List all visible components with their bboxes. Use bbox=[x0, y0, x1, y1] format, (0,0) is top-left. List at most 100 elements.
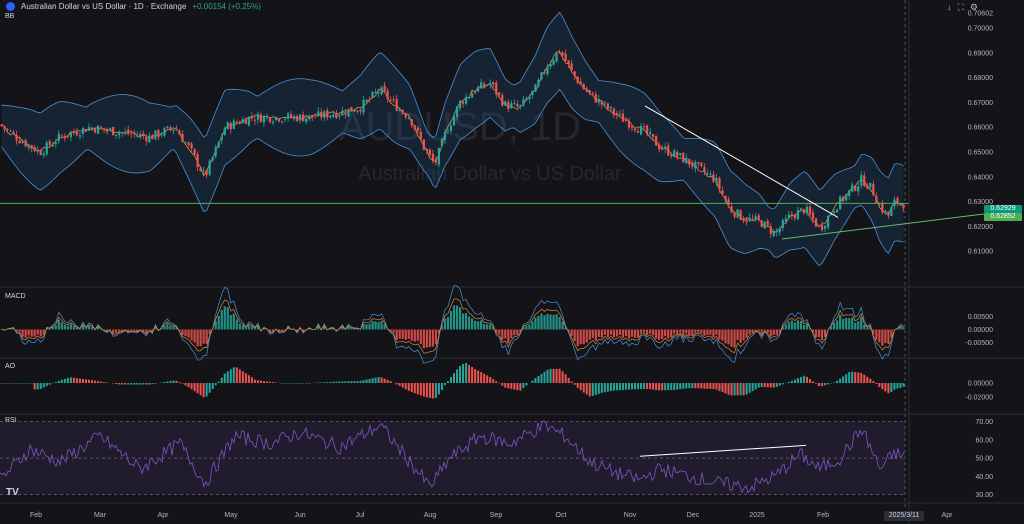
candle-body[interactable] bbox=[504, 101, 507, 106]
candle-body[interactable] bbox=[332, 114, 335, 118]
candle-body[interactable] bbox=[667, 145, 670, 156]
candle-body[interactable] bbox=[727, 199, 730, 206]
candle-body[interactable] bbox=[45, 142, 48, 155]
candle-body[interactable] bbox=[338, 115, 341, 117]
candle-body[interactable] bbox=[700, 162, 703, 167]
candle-body[interactable] bbox=[817, 225, 821, 227]
candle-body[interactable] bbox=[498, 92, 501, 95]
candle-body[interactable] bbox=[42, 153, 45, 156]
candle-body[interactable] bbox=[419, 132, 422, 140]
candle-body[interactable] bbox=[356, 110, 359, 112]
candle-body[interactable] bbox=[425, 148, 428, 151]
candle-body[interactable] bbox=[522, 99, 525, 106]
candle-body[interactable] bbox=[826, 215, 830, 228]
trendline[interactable] bbox=[781, 209, 1021, 240]
candle-body[interactable] bbox=[612, 108, 615, 115]
candle-body[interactable] bbox=[344, 112, 347, 115]
candle-body[interactable] bbox=[597, 99, 600, 103]
rsi-trendline[interactable] bbox=[639, 444, 807, 457]
candle-body[interactable] bbox=[27, 144, 30, 148]
bb-indicator-title[interactable]: BB bbox=[5, 13, 15, 20]
candle-body[interactable] bbox=[154, 130, 157, 140]
candle-body[interactable] bbox=[685, 157, 688, 164]
candle-body[interactable] bbox=[341, 110, 344, 116]
candle-body[interactable] bbox=[567, 60, 570, 65]
candle-body[interactable] bbox=[751, 218, 754, 220]
candle-body[interactable] bbox=[718, 177, 721, 190]
candle-body[interactable] bbox=[84, 129, 88, 132]
candle-body[interactable] bbox=[887, 211, 890, 216]
candle-body[interactable] bbox=[516, 104, 519, 107]
candle-body[interactable] bbox=[591, 92, 594, 94]
candle-body[interactable] bbox=[446, 132, 450, 134]
candle-body[interactable] bbox=[241, 119, 244, 124]
candle-body[interactable] bbox=[458, 100, 462, 109]
candle-body[interactable] bbox=[799, 208, 803, 210]
candle-body[interactable] bbox=[603, 102, 606, 104]
candle-body[interactable] bbox=[854, 185, 857, 191]
candle-body[interactable] bbox=[335, 112, 338, 118]
candle-body[interactable] bbox=[302, 114, 305, 122]
candle-body[interactable] bbox=[808, 206, 812, 215]
candle-body[interactable] bbox=[229, 122, 232, 130]
candle-body[interactable] bbox=[440, 139, 444, 147]
candle-body[interactable] bbox=[721, 190, 724, 195]
candle-body[interactable] bbox=[33, 146, 36, 152]
candle-body[interactable] bbox=[184, 142, 187, 144]
candle-body[interactable] bbox=[148, 135, 151, 143]
candle-body[interactable] bbox=[528, 96, 531, 100]
candle-body[interactable] bbox=[102, 128, 106, 130]
candle-body[interactable] bbox=[72, 131, 76, 133]
candle-body[interactable] bbox=[582, 84, 585, 90]
candle-body[interactable] bbox=[842, 196, 845, 201]
candle-body[interactable] bbox=[286, 113, 290, 119]
candle-body[interactable] bbox=[633, 128, 637, 131]
candle-body[interactable] bbox=[724, 195, 727, 201]
candle-body[interactable] bbox=[305, 118, 308, 123]
candle-body[interactable] bbox=[561, 52, 564, 56]
ao-indicator-title[interactable]: AO bbox=[5, 363, 16, 370]
candle-body[interactable] bbox=[413, 125, 416, 130]
candle-body[interactable] bbox=[781, 220, 784, 228]
candle-body[interactable] bbox=[474, 91, 477, 93]
candle-body[interactable] bbox=[326, 110, 329, 118]
candle-body[interactable] bbox=[673, 150, 676, 157]
candle-body[interactable] bbox=[112, 126, 115, 136]
candle-body[interactable] bbox=[24, 140, 27, 147]
candle-body[interactable] bbox=[232, 120, 235, 129]
candle-body[interactable] bbox=[139, 134, 142, 137]
candle-body[interactable] bbox=[606, 103, 609, 109]
candle-body[interactable] bbox=[461, 101, 465, 104]
candle-body[interactable] bbox=[109, 128, 112, 131]
candle-body[interactable] bbox=[386, 90, 389, 100]
candle-body[interactable] bbox=[299, 114, 302, 121]
candle-body[interactable] bbox=[163, 128, 166, 136]
candle-body[interactable] bbox=[262, 116, 266, 123]
candle-body[interactable] bbox=[36, 149, 39, 152]
candle-body[interactable] bbox=[151, 135, 154, 140]
candle-body[interactable] bbox=[745, 219, 748, 223]
candle-body[interactable] bbox=[226, 122, 229, 129]
candle-body[interactable] bbox=[93, 128, 97, 133]
candle-body[interactable] bbox=[121, 132, 124, 134]
candle-body[interactable] bbox=[320, 111, 323, 118]
candle-body[interactable] bbox=[688, 158, 691, 165]
candle-body[interactable] bbox=[15, 134, 18, 141]
candle-body[interactable] bbox=[220, 136, 223, 141]
candle-body[interactable] bbox=[501, 95, 504, 106]
candle-body[interactable] bbox=[30, 145, 33, 149]
candle-body[interactable] bbox=[525, 98, 528, 101]
candle-body[interactable] bbox=[775, 230, 778, 233]
candle-body[interactable] bbox=[0, 124, 3, 126]
candle-body[interactable] bbox=[377, 92, 380, 94]
candle-body[interactable] bbox=[513, 102, 516, 104]
candle-body[interactable] bbox=[899, 203, 902, 205]
candle-body[interactable] bbox=[350, 106, 353, 112]
candle-body[interactable] bbox=[178, 130, 181, 135]
chart-title[interactable]: Australian Dollar vs US Dollar · 1D · Ex… bbox=[21, 2, 187, 11]
candle-body[interactable] bbox=[796, 210, 800, 220]
candle-body[interactable] bbox=[274, 117, 278, 121]
candle-body[interactable] bbox=[96, 125, 100, 134]
candle-body[interactable] bbox=[754, 216, 757, 220]
